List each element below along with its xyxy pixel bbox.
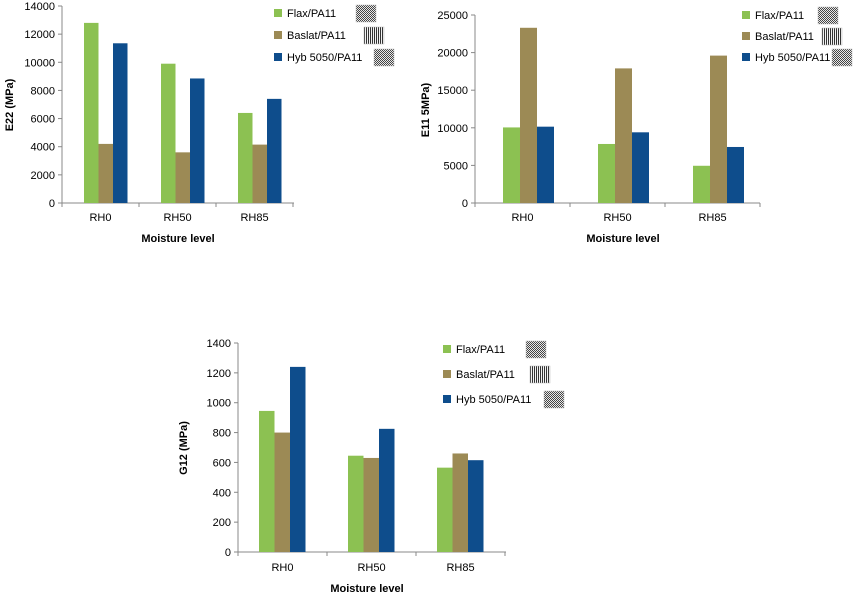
y-tick-label: 200 — [213, 517, 231, 529]
bar-hyb-5050-pa11-rh50 — [379, 428, 395, 552]
legend-color-key — [274, 53, 282, 61]
y-axis-title: G12 (MPa) — [178, 421, 190, 475]
bar-hyb-5050-pa11-rh85 — [727, 146, 744, 203]
bar-baslat-pa11-rh85 — [452, 453, 468, 552]
bar-baslat-pa11-rh50 — [363, 457, 379, 552]
bar-flax-pa11-rh85 — [437, 467, 453, 552]
x-tick-label: RH0 — [89, 212, 111, 224]
x-tick-label: RH85 — [446, 562, 474, 574]
bar-baslat-pa11-rh85 — [252, 144, 267, 203]
chart-3: 0 200 400 600 800 1000 1200 1400 RH0 RH50 RH85 G12 … — [178, 338, 565, 595]
y-tick-label: 15000 — [437, 85, 468, 97]
bar-baslat-pa11-rh85 — [710, 55, 727, 203]
bar-baslat-pa11-rh0 — [520, 27, 537, 204]
x-axis-title: Moisture level — [141, 233, 214, 245]
legend-entry-label: Flax/PA11 — [755, 10, 804, 22]
bar-hyb-5050-pa11-rh85 — [468, 460, 484, 552]
y-tick-label: 0 — [462, 198, 468, 210]
fabric-texture-swatch — [355, 4, 377, 23]
y-tick-label: 1000 — [207, 398, 231, 410]
x-axis-title: Moisture level — [586, 233, 659, 245]
y-tick-label: 6000 — [31, 114, 55, 126]
bar-hyb-5050-pa11-rh0 — [113, 43, 128, 203]
legend-color-key — [742, 11, 750, 19]
y-tick-label: 25000 — [437, 10, 468, 22]
bar-flax-pa11-rh50 — [161, 63, 176, 203]
legend-entry-label: Hyb 5050/PA11 — [287, 52, 362, 64]
legend-entry-label: Hyb 5050/PA11 — [456, 394, 531, 406]
fabric-texture-swatch — [373, 48, 395, 67]
x-tick-label: RH85 — [698, 212, 726, 224]
fabric-texture-swatch — [529, 365, 551, 384]
y-tick-label: 14000 — [24, 1, 55, 13]
fabric-texture-swatch — [525, 340, 547, 359]
legend: Flax/PA11 Baslat/PA11 Hyb 5050/PA11 — [742, 6, 853, 67]
y-tick-label: 1400 — [207, 338, 231, 350]
legend-color-key — [274, 31, 282, 39]
legend-color-key — [742, 53, 750, 61]
x-tick-label: RH50 — [163, 212, 191, 224]
y-tick-label: 10000 — [24, 57, 55, 69]
fabric-texture-swatch — [817, 6, 839, 25]
fabric-texture-swatch — [543, 390, 565, 409]
x-tick-label: RH85 — [240, 212, 268, 224]
y-axis-title: E22 (MPa) — [4, 78, 16, 131]
bar-baslat-pa11-rh50 — [175, 152, 190, 203]
fabric-texture-swatch — [363, 26, 385, 45]
bar-flax-pa11-rh85 — [238, 112, 253, 203]
bar-flax-pa11-rh0 — [84, 22, 99, 204]
y-tick-label: 600 — [213, 457, 231, 469]
legend-entry-label: Baslat/PA11 — [287, 30, 346, 42]
bar-hyb-5050-pa11-rh0 — [290, 366, 306, 552]
legend-color-key — [274, 9, 282, 17]
legend: Flax/PA11 Baslat/PA11 Hyb 5050/PA11 — [443, 340, 565, 409]
bar-flax-pa11-rh0 — [259, 410, 275, 552]
y-tick-label: 2000 — [31, 170, 55, 182]
y-tick-label: 8000 — [31, 85, 55, 97]
legend-color-key — [443, 345, 451, 353]
y-tick-label: 1200 — [207, 368, 231, 380]
x-axis-title: Moisture level — [330, 583, 403, 595]
bar-hyb-5050-pa11-rh50 — [190, 78, 205, 203]
x-tick-label: RH0 — [511, 212, 533, 224]
y-tick-label: 20000 — [437, 48, 468, 60]
x-tick-label: RH50 — [357, 562, 385, 574]
chart-2: 0 5000 10000 15000 20000 25000 RH0 RH50 RH85 E11 … — [420, 6, 853, 245]
bar-flax-pa11-rh50 — [598, 143, 615, 203]
y-tick-label: 12000 — [24, 29, 55, 41]
y-tick-label: 5000 — [444, 160, 468, 172]
x-tick-label: RH0 — [271, 562, 293, 574]
bar-baslat-pa11-rh50 — [615, 68, 632, 203]
bar-baslat-pa11-rh0 — [98, 143, 113, 203]
legend-color-key — [443, 370, 451, 378]
legend-entry-label: Hyb 5050/PA11 — [755, 52, 830, 64]
bar-baslat-pa11-rh0 — [274, 432, 290, 552]
bar-hyb-5050-pa11-rh0 — [537, 126, 554, 203]
x-tick-label: RH50 — [603, 212, 631, 224]
bar-hyb-5050-pa11-rh50 — [632, 132, 649, 203]
y-tick-label: 0 — [225, 547, 231, 559]
y-tick-label: 800 — [213, 428, 231, 440]
y-tick-label: 400 — [213, 487, 231, 499]
fabric-texture-swatch — [821, 27, 843, 46]
legend-color-key — [742, 32, 750, 40]
legend-color-key — [443, 395, 451, 403]
y-tick-label: 0 — [49, 198, 55, 210]
legend-entry-label: Flax/PA11 — [456, 344, 505, 356]
legend-entry-label: Baslat/PA11 — [755, 31, 814, 43]
legend: Flax/PA11 Baslat/PA11 Hyb 5050/PA11 — [274, 4, 395, 67]
fabric-texture-swatch — [831, 48, 853, 67]
y-tick-label: 10000 — [437, 123, 468, 135]
bar-flax-pa11-rh0 — [503, 127, 520, 203]
bar-flax-pa11-rh85 — [693, 165, 710, 203]
bar-hyb-5050-pa11-rh85 — [267, 98, 282, 203]
legend-entry-label: Baslat/PA11 — [456, 369, 515, 381]
bar-flax-pa11-rh50 — [348, 455, 364, 552]
y-tick-label: 4000 — [31, 142, 55, 154]
legend-entry-label: Flax/PA11 — [287, 8, 336, 20]
chart-1: 0 2000 4000 6000 8000 10000 12000 14000 RH0 RH50 R… — [4, 1, 395, 245]
y-axis-title: E11 5MPa) — [420, 82, 432, 137]
